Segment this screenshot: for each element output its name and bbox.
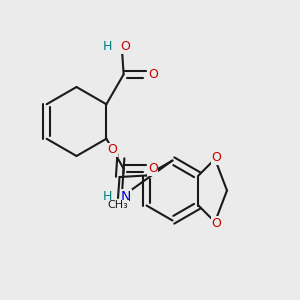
Text: O: O bbox=[211, 151, 221, 164]
Text: H: H bbox=[103, 190, 112, 203]
Text: H: H bbox=[103, 40, 112, 53]
Text: O: O bbox=[120, 40, 130, 53]
Text: CH₃: CH₃ bbox=[108, 200, 128, 211]
Text: O: O bbox=[148, 162, 158, 175]
Text: O: O bbox=[148, 68, 158, 81]
Text: O: O bbox=[108, 143, 118, 156]
Text: O: O bbox=[211, 217, 221, 230]
Text: N: N bbox=[121, 190, 131, 203]
